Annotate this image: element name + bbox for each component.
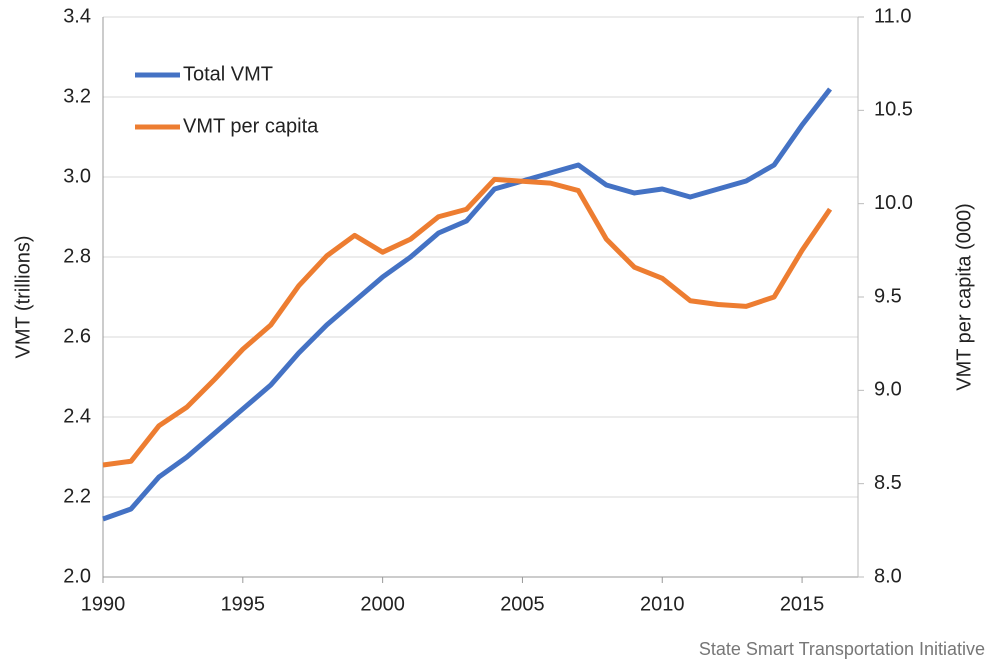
x-tick-label: 1990: [81, 593, 126, 615]
x-tick-label: 2010: [640, 593, 685, 615]
y-tick-label: 3.0: [63, 165, 91, 187]
legend-label: VMT per capita: [183, 115, 319, 137]
y-tick-label: 2.4: [63, 405, 91, 427]
y2-tick-label: 10.0: [874, 192, 913, 214]
y-tick-label: 2.8: [63, 245, 91, 267]
y-tick-label: 2.0: [63, 565, 91, 587]
line-series: [102, 176, 833, 468]
source: State Smart Transportation Initiative: [699, 639, 985, 659]
y2-tick-label: 11.0: [874, 5, 911, 27]
y2-tick-label: 10.5: [874, 99, 913, 121]
x-tick-label: 2015: [780, 593, 825, 615]
y-tick-label: 3.2: [63, 85, 91, 107]
x-tick-label: 2005: [500, 593, 545, 615]
line-series: [102, 87, 833, 522]
y2-axis-title: VMT per capita (000): [953, 203, 975, 391]
y2-tick-label: 8.5: [874, 472, 902, 494]
y2-tick-label: 8.0: [874, 565, 902, 587]
y-tick-label: 2.6: [63, 325, 91, 347]
y-axis-title: VMT (trillions): [12, 236, 34, 359]
y2-tick-label: 9.5: [874, 285, 902, 307]
y2-tick-label: 9.0: [874, 379, 902, 401]
y-tick-label: 2.2: [63, 485, 91, 507]
y-tick-label: 3.4: [63, 5, 91, 27]
x-tick-label: 2000: [360, 593, 405, 615]
x-tick-label: 1995: [221, 593, 266, 615]
legend-label: Total VMT: [183, 63, 273, 85]
